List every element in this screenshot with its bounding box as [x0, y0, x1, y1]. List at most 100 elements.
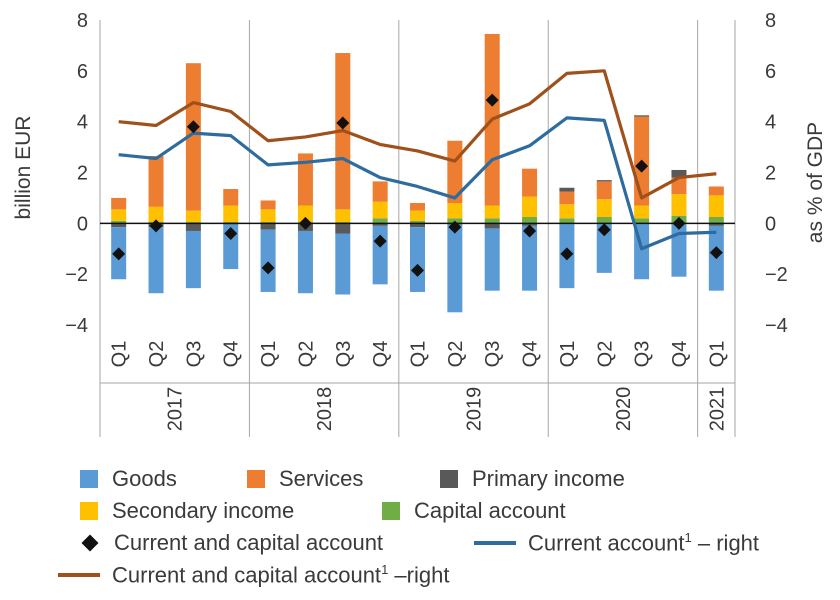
current-and-capital-account-marker: [261, 261, 275, 275]
year-tick-label: 2017: [165, 387, 187, 432]
y-right-tick-label: 4: [765, 112, 776, 134]
quarter-tick-label: Q3: [333, 341, 355, 368]
current-and-capital-account-marker: [298, 216, 312, 230]
y-right-tick-label: 6: [765, 61, 776, 83]
bar-services: [559, 191, 575, 205]
bar-primary: [410, 223, 425, 228]
bar-secondary: [596, 199, 612, 217]
current-and-capital-account-marker: [224, 227, 238, 240]
quarter-tick-label: Q1: [706, 341, 728, 368]
y-right-tick-label: 2: [765, 163, 776, 185]
quarter-tick-label: Q3: [482, 341, 504, 368]
bar-secondary: [559, 204, 575, 219]
bar-secondary: [297, 205, 313, 223]
bar-capital: [708, 216, 724, 224]
bar-services: [185, 63, 201, 211]
bar-primary: [596, 180, 612, 182]
bar-capital: [522, 216, 538, 224]
bar-secondary: [634, 205, 650, 219]
bar-goods: [522, 225, 538, 291]
bar-primary: [185, 223, 201, 231]
bar-secondary: [410, 210, 425, 221]
bar-primary: [484, 223, 500, 229]
bar-primary: [671, 169, 687, 178]
quarter-tick-label: Q1: [258, 341, 280, 368]
bar-primary: [260, 223, 276, 230]
quarter-tick-label: Q2: [295, 341, 317, 368]
bar-goods: [484, 228, 500, 291]
bar-services: [111, 197, 127, 210]
current-and-capital-account-marker: [709, 246, 723, 260]
current-and-capital-account-marker: [411, 263, 424, 277]
bar-goods: [447, 224, 463, 313]
bar-services: [372, 181, 388, 202]
current-and-capital-account-marker: [336, 116, 350, 130]
bar-secondary: [185, 210, 201, 223]
bar-secondary: [484, 205, 500, 219]
series-line: [118, 69, 717, 200]
y-right-tick-label: 0: [765, 213, 776, 235]
quarter-tick-label: Q1: [109, 341, 131, 368]
bar-primary: [111, 223, 127, 228]
current-and-capital-account-marker: [672, 216, 686, 230]
current-and-capital-account-marker: [597, 223, 611, 237]
bar-services: [148, 155, 164, 207]
markers-layer: [112, 93, 723, 277]
bar-capital: [372, 218, 388, 224]
y-left-tick-label: 0: [77, 213, 88, 235]
current-and-capital-account-marker: [523, 224, 537, 238]
bar-secondary: [447, 203, 463, 219]
y-left-axis-title: billion EUR: [12, 116, 35, 220]
bar-secondary: [260, 209, 276, 223]
bar-capital: [559, 218, 575, 224]
bar-services: [596, 181, 612, 200]
y-left-tick-label: 4: [77, 112, 88, 134]
bar-services: [297, 153, 313, 206]
bar-capital: [634, 218, 650, 224]
bar-services: [223, 189, 239, 206]
axes-layer: [99, 20, 736, 437]
year-tick-label: 2021: [706, 387, 728, 432]
bar-capital: [111, 220, 127, 224]
quarter-tick-label: Q4: [221, 341, 243, 368]
bar-secondary: [148, 206, 164, 223]
year-tick-label: 2020: [613, 387, 635, 432]
current-and-capital-account-marker: [448, 220, 462, 234]
bar-services: [410, 203, 425, 211]
current-and-capital-account-marker: [560, 247, 574, 261]
quarter-tick-label: Q4: [520, 341, 542, 368]
quarter-tick-label: Q2: [445, 341, 467, 368]
bar-goods: [148, 227, 164, 294]
quarter-tick-label: Q3: [632, 341, 654, 368]
year-tick-label: 2019: [464, 387, 486, 432]
bar-secondary: [671, 194, 687, 216]
quarter-tick-label: Q1: [557, 341, 579, 368]
y-left-tick-label: 6: [77, 61, 88, 83]
y-right-tick-label: −2: [765, 264, 788, 286]
bar-primary: [634, 115, 650, 117]
bar-goods: [260, 229, 276, 292]
bar-secondary: [111, 209, 127, 221]
y-right-axis-title: as % of GDP: [804, 122, 827, 243]
y-right-tick-label: 8: [765, 10, 776, 32]
current-and-capital-account-marker: [186, 120, 200, 134]
bar-services: [522, 168, 538, 197]
bar-capital: [410, 220, 425, 224]
bar-goods: [185, 230, 201, 289]
labels-layer: −4 −4 −2 −2 0 0 2 2 4 4 6 6 8 8 billion EUR as % of GDP…: [12, 10, 827, 431]
bar-goods: [297, 230, 313, 294]
bar-secondary: [335, 209, 351, 223]
bar-primary: [708, 223, 724, 226]
y-right-tick-label: −4: [765, 315, 788, 337]
current-and-capital-account-marker: [635, 159, 649, 173]
bar-secondary: [708, 195, 724, 217]
current-and-capital-account-marker: [149, 219, 163, 233]
y-left-tick-label: −2: [65, 264, 88, 286]
bar-goods: [671, 223, 687, 277]
current-and-capital-account-marker: [485, 93, 499, 107]
year-tick-label: 2018: [314, 387, 336, 432]
y-left-tick-label: 2: [77, 163, 88, 185]
quarter-tick-label: Q2: [146, 341, 168, 368]
bar-secondary: [522, 196, 538, 217]
